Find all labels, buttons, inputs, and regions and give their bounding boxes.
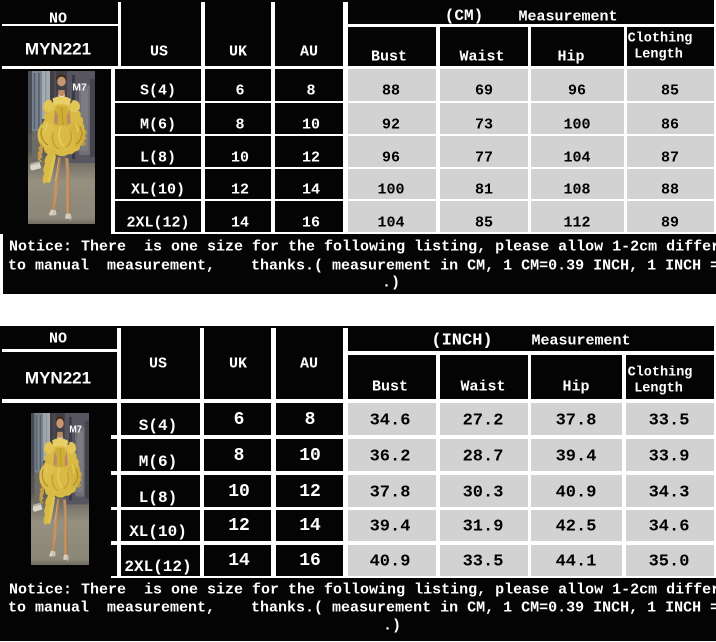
svg-text:M7: M7 xyxy=(72,82,87,94)
svg-text:M7: M7 xyxy=(69,424,82,436)
